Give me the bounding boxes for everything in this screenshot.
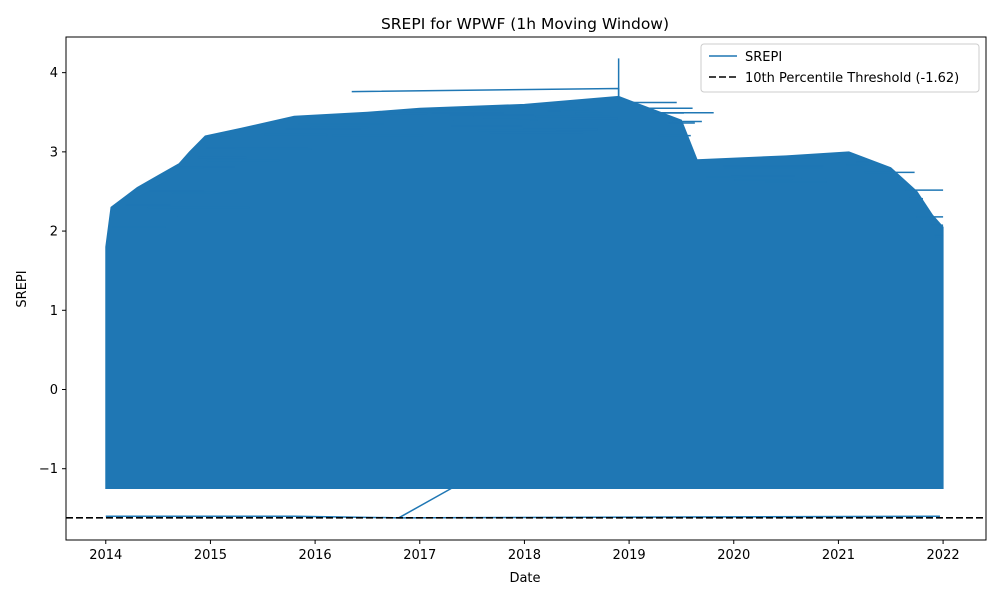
x-axis: 2014 2015 2016 2017 2018 2019 2020 2021 2022 xyxy=(89,540,960,563)
series-segment xyxy=(351,87,620,97)
y-tick-label: 0 xyxy=(50,383,58,398)
y-tick-label: 4 xyxy=(50,66,58,81)
x-tick-label: 2020 xyxy=(717,548,750,563)
y-axis: −1 0 1 2 3 4 xyxy=(39,66,66,477)
series-srepi-line xyxy=(105,58,944,519)
x-tick-label: 2016 xyxy=(299,548,332,563)
plot-frame xyxy=(65,36,987,541)
legend-label-srepi: SREPI xyxy=(745,50,782,65)
x-tick-label: 2014 xyxy=(89,548,122,563)
y-tick-label: 1 xyxy=(50,304,58,319)
x-axis-label: Date xyxy=(509,571,540,586)
series-outlier-segment xyxy=(105,487,452,519)
x-tick-label: 2018 xyxy=(508,548,541,563)
legend-box xyxy=(700,43,980,93)
x-tick-label: 2022 xyxy=(927,548,960,563)
y-tick-label: 2 xyxy=(50,225,58,240)
legend-label-threshold: 10th Percentile Threshold (-1.62) xyxy=(745,71,959,86)
x-tick-label: 2021 xyxy=(822,548,855,563)
y-axis-label: SREPI xyxy=(15,270,30,307)
x-tick-label: 2015 xyxy=(194,548,227,563)
x-tick-label: 2019 xyxy=(613,548,646,563)
y-tick-label: 3 xyxy=(50,145,58,160)
legend: SREPI 10th Percentile Threshold (-1.62) xyxy=(700,43,980,93)
y-tick-label: −1 xyxy=(39,462,58,477)
chart-title: SREPI for WPWF (1h Moving Window) xyxy=(381,15,669,33)
plot-area xyxy=(66,58,986,519)
series-band xyxy=(105,95,944,490)
x-tick-label: 2017 xyxy=(403,548,436,563)
